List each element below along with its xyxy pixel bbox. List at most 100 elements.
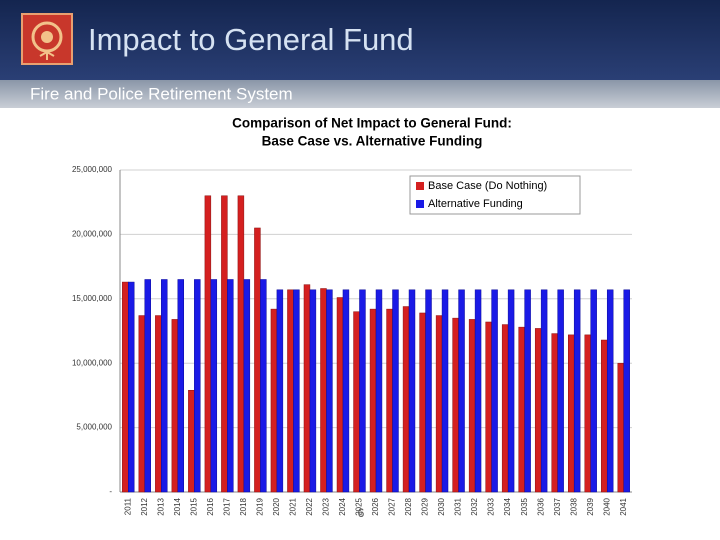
x-tick-label: 2011 [123,497,132,515]
bar [369,308,377,493]
x-tick-label: 2029 [421,497,430,515]
bar [353,311,360,493]
bar [188,389,195,493]
legend-swatch [416,200,424,208]
bar [617,362,624,493]
x-tick-label: 2024 [338,497,347,515]
x-tick-label: 2019 [255,497,264,515]
bar [128,281,135,493]
bar [144,279,151,493]
bar [419,312,426,493]
x-tick-label: 2032 [470,497,479,515]
slide-subtitle: Fire and Police Retirement System [30,84,293,103]
x-tick-label: 2018 [239,497,248,515]
bar [320,288,327,493]
bar [359,289,366,493]
page-number: 6 [358,506,365,520]
bar [326,289,333,493]
x-tick-label: 2013 [156,497,165,515]
x-tick-label: 2038 [569,497,578,515]
bar [468,319,476,493]
bar [567,334,575,493]
x-tick-label: 2039 [586,497,595,515]
y-tick-label: 25,000,000 [72,165,113,174]
bar [392,289,399,493]
bar [227,279,234,493]
bar [584,334,591,493]
bar [194,279,201,493]
bar [474,289,482,493]
bar [270,308,278,493]
bar [293,289,300,493]
bar [243,279,251,493]
bar [375,289,383,493]
legend-label: Alternative Funding [428,198,523,210]
plot: - 5,000,000 10,000,000 15,000,000 20,000,000… [72,165,632,516]
x-tick-label: 2034 [503,497,512,515]
x-tick-label: 2017 [222,497,231,515]
x-tick-label: 2014 [173,497,182,515]
bar [452,317,459,493]
y-tick-label: 10,000,000 [72,358,113,367]
bar [590,289,597,493]
y-tick-label: - [109,487,112,496]
x-tick-label: 2040 [602,497,611,515]
chart-subtitle: Base Case vs. Alternative Funding [262,134,483,149]
bar [573,289,581,493]
bar [177,279,185,493]
x-tick-label: 2027 [388,497,397,515]
bar [237,195,245,493]
x-tick-label: 2015 [189,497,198,515]
x-tick-label: 2036 [536,497,545,515]
bar [221,195,228,493]
bar [276,289,284,493]
x-tick-label: 2030 [437,497,446,515]
x-tick-label: 2023 [322,497,331,515]
bar [534,328,542,493]
x-tick-label: 2022 [305,497,314,515]
y-tick-label: 20,000,000 [72,230,113,239]
bar [623,289,630,493]
x-tick-label: 2016 [206,497,215,515]
bar [122,281,129,493]
bar [260,279,267,493]
bar [254,227,261,493]
logo [21,13,73,65]
x-tick-label: 2020 [272,497,281,515]
bar [606,289,614,493]
bar [171,319,179,493]
bar [336,297,344,493]
bar [507,289,515,493]
bar [309,289,317,493]
x-tick-label: 2037 [553,497,562,515]
x-tick-label: 2041 [619,497,628,515]
bar [441,289,449,493]
bar [402,306,410,493]
bar [303,284,311,493]
legend-box [409,175,581,215]
x-tick-label: 2031 [454,497,463,515]
bar [408,289,416,493]
bar [540,289,548,493]
bar [138,315,146,493]
bar [386,308,393,493]
bar [210,279,218,493]
x-tick-label: 2025 [355,497,364,515]
bar [342,289,350,493]
bar [458,289,465,493]
y-tick-label: 15,000,000 [72,294,113,303]
bar [524,289,531,493]
bar [491,289,498,493]
bar [551,333,558,493]
bar [557,289,564,493]
legend-swatch [416,182,424,190]
bar [425,289,432,493]
bar [161,279,168,493]
bar [485,321,492,493]
subtitle-band [0,80,720,108]
chart-title: Comparison of Net Impact to General Fund… [232,116,512,131]
bar [204,195,212,493]
x-tick-label: 2035 [520,497,529,515]
bar [287,289,294,493]
